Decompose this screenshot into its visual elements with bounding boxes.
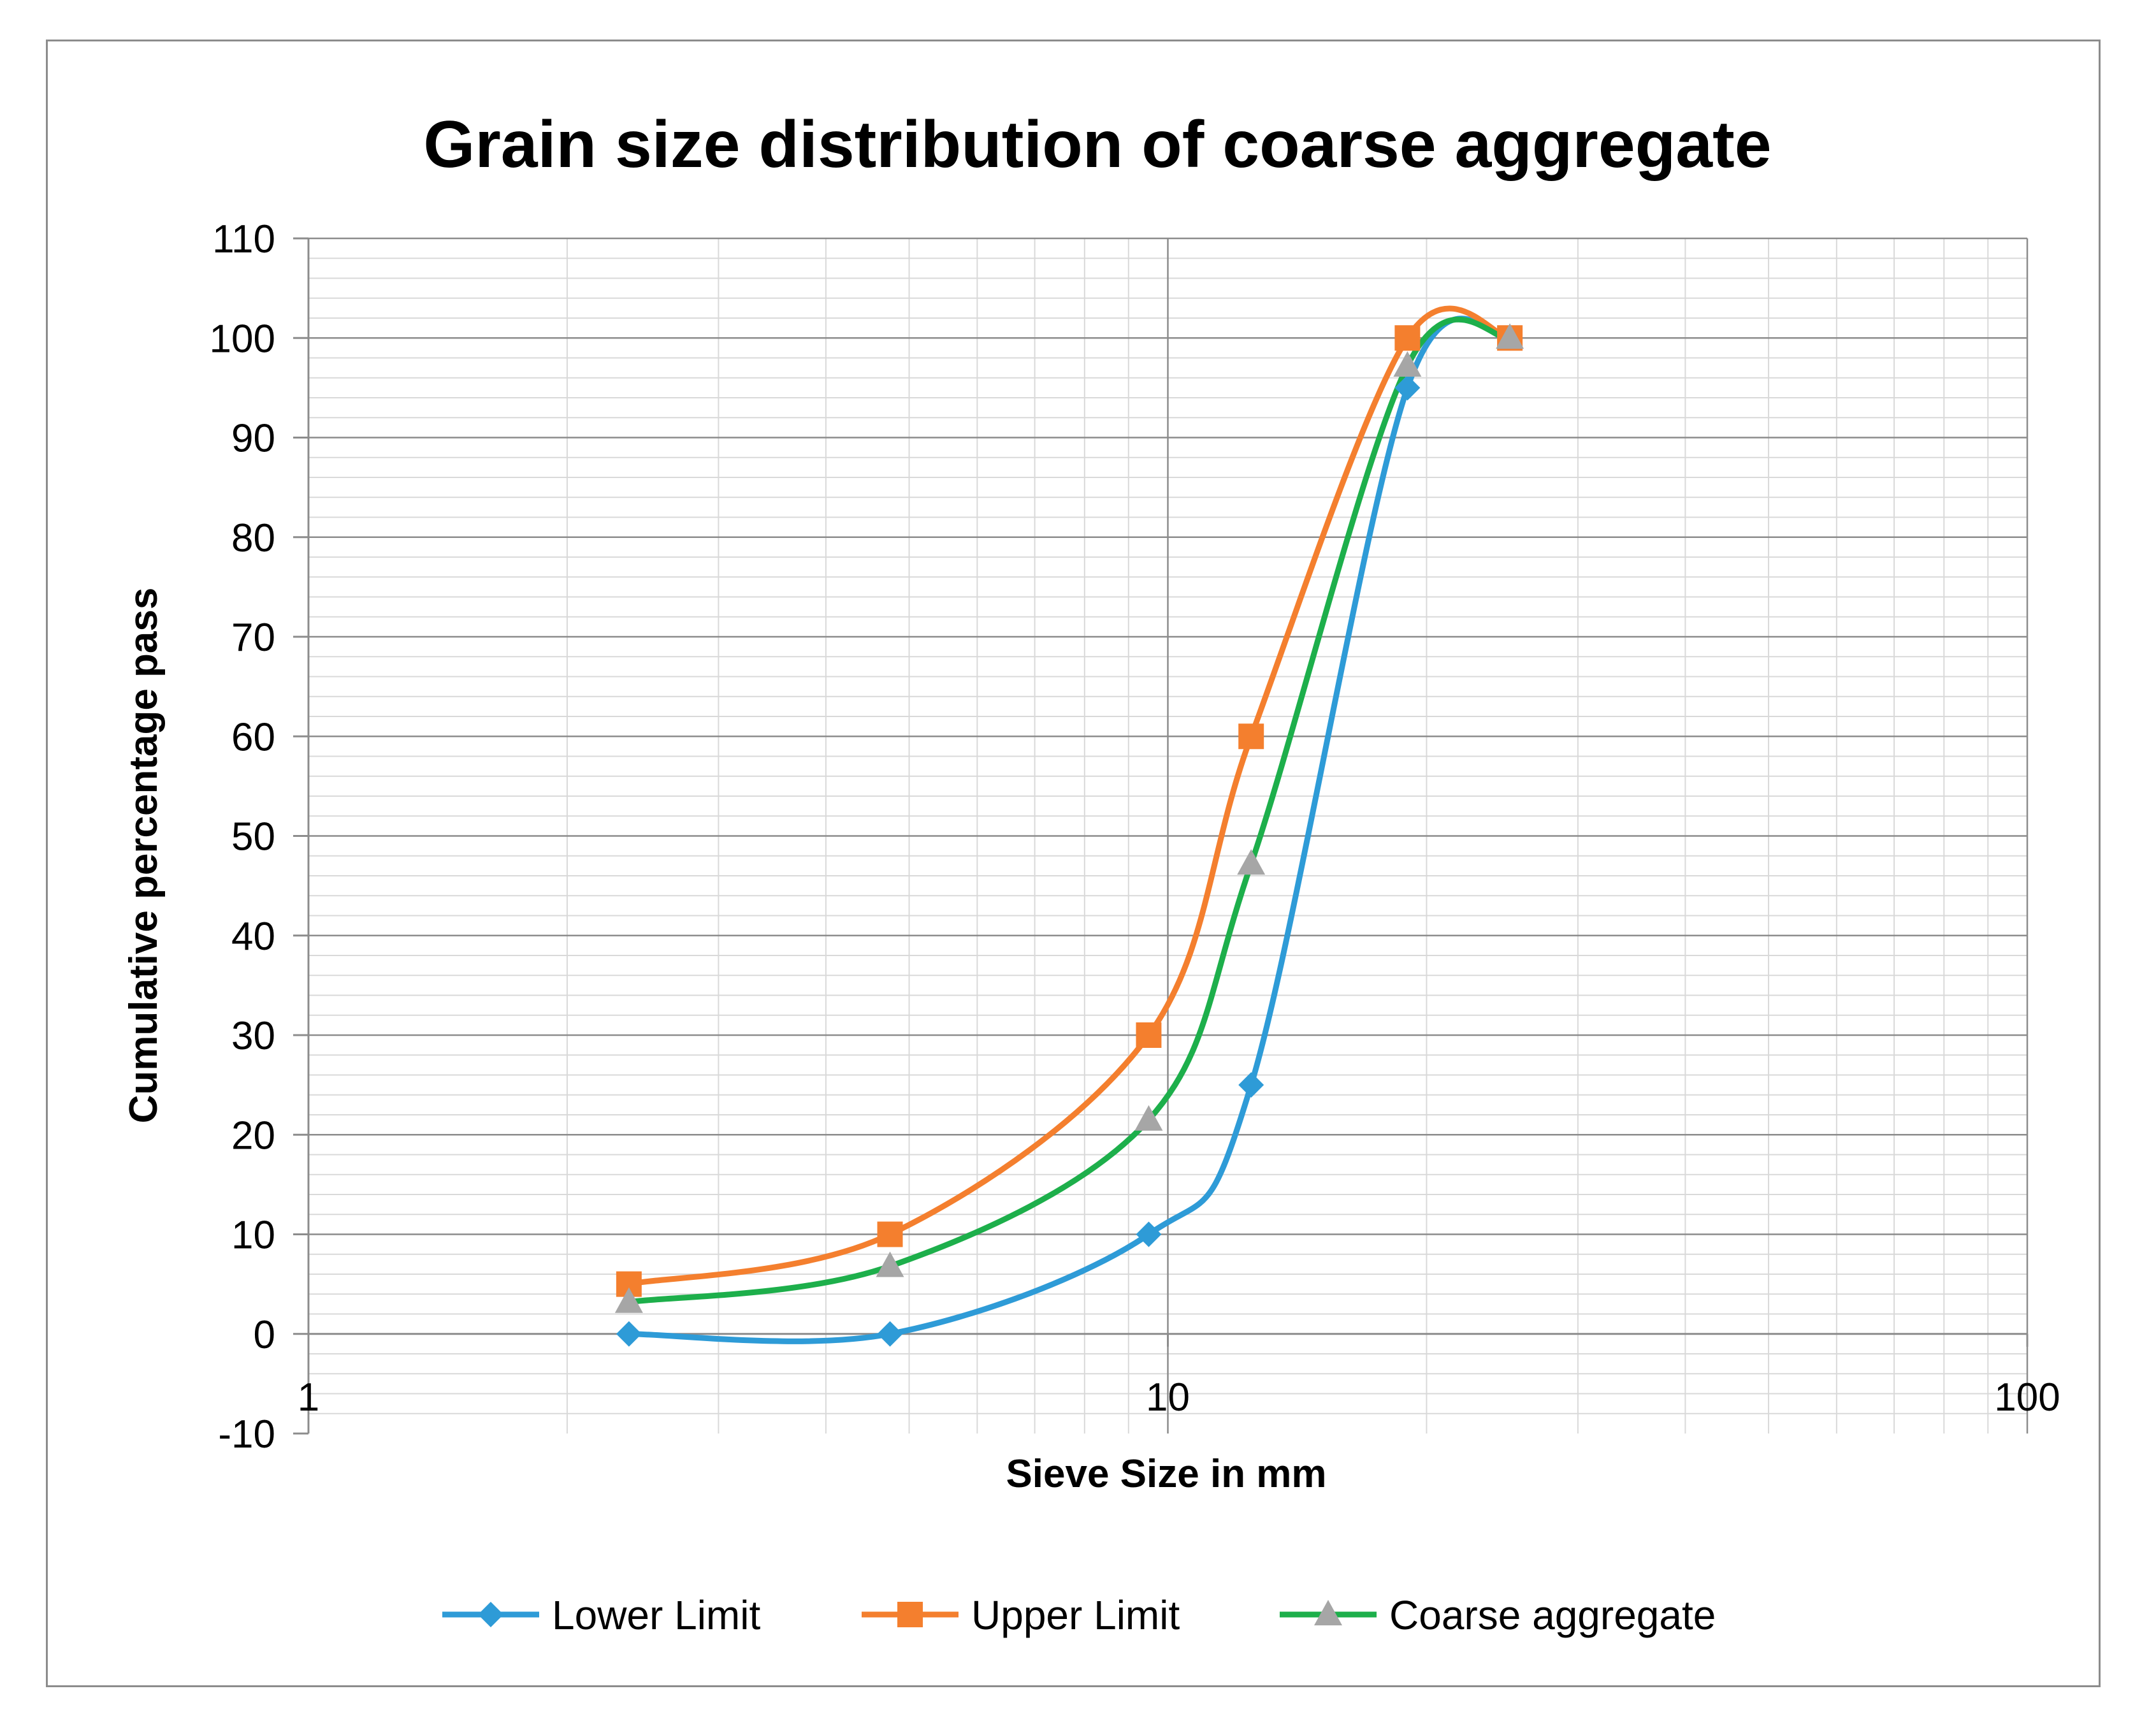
y-tick-label: 80 [231,516,275,560]
series-markers [614,323,1524,1347]
point-square-1-4 [1394,325,1421,351]
point-triangle-2-0 [614,1287,643,1313]
point-triangle-2-1 [876,1251,904,1277]
legend-marker [478,1602,503,1627]
point-square-1-3 [1238,723,1264,750]
series-line-0 [626,316,1513,1344]
point-diamond-0-1 [877,1321,903,1347]
x-tick-label: 10 [1146,1376,1190,1419]
point-square-1-1 [877,1221,903,1247]
y-tick-label: 90 [231,417,275,461]
y-tick-label: 100 [210,317,275,361]
x-tick-label: 1 [298,1376,319,1419]
y-tick-labels: -10 0 10 20 30 40 50 60 70 80 90 100 110 [210,217,275,1456]
legend-item-0: Lower Limit [442,1592,760,1638]
chart-title: Grain size distribution of coarse aggreg… [423,108,1771,182]
legend: Lower Limit Upper Limit Coarse aggregate [442,1592,1716,1638]
y-tick-label: 70 [231,616,275,660]
y-tick-label: 50 [231,815,275,859]
legend-label: Lower Limit [552,1592,760,1638]
y-tick-label: 0 [254,1313,275,1357]
point-diamond-0-2 [1136,1221,1162,1247]
legend-label: Upper Limit [971,1592,1180,1638]
y-tick-label: 60 [231,715,275,759]
x-tick-label: 100 [1994,1376,2060,1419]
y-tick-label: 20 [231,1114,275,1158]
grid-major [307,237,2029,1434]
axes [293,237,2029,1435]
x-axis-title: Sieve Size in mm [1006,1452,1326,1496]
point-triangle-2-2 [1134,1105,1163,1131]
point-triangle-2-4 [1393,351,1422,377]
point-diamond-0-4 [1394,375,1421,401]
chart-frame [46,40,2101,1687]
y-tick-label: 40 [231,915,275,959]
y-tick-label: -10 [218,1412,275,1456]
legend-item-2: Coarse aggregate [1280,1592,1716,1638]
point-triangle-2-3 [1237,849,1266,875]
legend-marker [897,1602,923,1627]
series-lines [626,305,1513,1344]
y-tick-label: 10 [231,1214,275,1258]
point-diamond-0-0 [616,1321,642,1347]
legend-marker [1314,1600,1342,1625]
point-square-1-2 [1136,1022,1162,1048]
y-tick-label: 30 [231,1014,275,1058]
y-axis-title: Cumulative percentage pass [122,588,166,1124]
x-tick-labels: 1 10 100 [298,1376,2060,1419]
y-tick-label: 110 [212,217,275,261]
point-diamond-0-3 [1238,1072,1264,1098]
legend-label: Coarse aggregate [1389,1592,1716,1638]
legend-item-1: Upper Limit [862,1592,1180,1638]
point-triangle-2-5 [1496,323,1524,349]
